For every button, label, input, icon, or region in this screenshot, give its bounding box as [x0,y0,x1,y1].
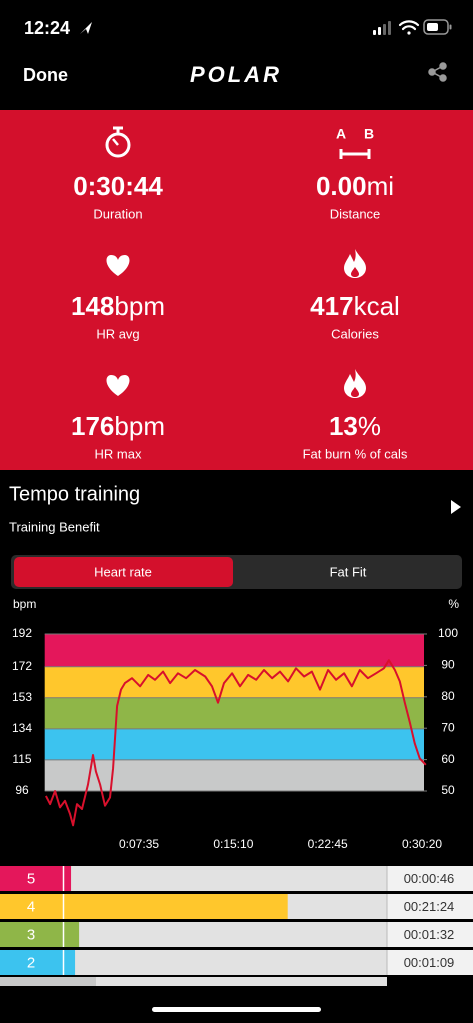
stat-number: 417 [310,291,353,321]
stat-label: HR max [95,446,142,461]
zone-bar [0,922,80,947]
zone-number: 3 [27,926,35,943]
zone-band [44,759,424,791]
heart-icon [106,255,130,276]
share-button[interactable] [428,62,447,82]
zone-band [44,666,424,698]
x-tick-label: 0:07:35 [119,837,159,851]
y2-tick-label: 50 [441,783,455,797]
y2-tick-label: 70 [441,720,455,734]
zone-duration: 00:00:46 [404,871,455,886]
stat-unit: bpm [114,291,165,321]
stopwatch-icon [105,126,131,158]
stat-number: 148 [71,291,114,321]
zone-duration: 00:01:32 [404,927,455,942]
tab[interactable]: Fat Fit [330,564,367,579]
zone-duration: 00:01:09 [404,955,455,970]
y2-tick-label: 90 [441,658,455,672]
stat-number: 176 [71,411,114,441]
stat-unit: kcal [354,291,400,321]
zone-band [44,634,424,667]
y2-tick-label: 100 [438,626,458,640]
zone-row-partial [0,977,387,986]
zone-band [44,728,424,760]
zone-bar [0,950,76,975]
wifi-icon [398,20,420,35]
zone-number: 4 [27,898,35,915]
zone-number: 2 [27,954,35,971]
zone-duration-cell [387,894,473,919]
heart-icon [106,375,130,396]
battery-icon [423,19,452,35]
stat-value: 13% [329,411,381,441]
chart: 96 115 134 153 172 192 50 60 70 80 90 100 0:07:35 0:1… [12,626,458,851]
zone-duration-cell [387,866,473,891]
tab-selected[interactable] [14,557,233,587]
stat-number: 0:30:44 [73,171,163,201]
x-tick-label: 0:22:45 [308,837,348,851]
y2-tick-label: 60 [441,752,455,766]
zone-bar [0,866,72,891]
stat-label: Fat burn % of cals [303,446,408,461]
y-tick-label: 115 [12,752,31,766]
stat-label: HR avg [96,326,139,341]
zone-duration-cell [387,922,473,947]
zone-band [44,697,424,729]
y-tick-label: 96 [15,783,29,797]
stat-number: 0.00 [316,171,367,201]
zone-number: 5 [27,870,35,887]
y-tick-label: 134 [12,721,32,735]
flame-icon [344,369,366,398]
stats-panel [0,110,473,470]
x-tick-label: 0:30:20 [402,837,442,851]
stat-value: 0:30:44 [73,171,163,201]
expand-arrow[interactable] [451,500,461,514]
y-tick-label: 172 [12,659,32,673]
zone-bar [0,894,288,919]
stat-label: Calories [331,326,379,341]
flame-icon [344,249,366,278]
location-icon [80,22,92,34]
stat-value: 176bpm [71,411,165,441]
stat-value: 417kcal [310,291,400,321]
tab[interactable]: Heart rate [94,564,152,579]
stat-unit: bpm [114,411,165,441]
icon-label: B [364,126,374,142]
heart-rate-line [45,659,427,827]
icon-label: A [336,126,346,142]
stat-unit: % [358,411,381,441]
bottom-bar [0,986,473,1023]
stat-number: 13 [329,411,358,441]
workout-title: Tempo training [9,483,140,505]
x-tick-label: 0:15:10 [213,837,253,851]
y-axis-label: bpm [13,597,36,611]
done-button[interactable]: Done [23,65,68,85]
zone-duration: 00:21:24 [404,899,455,914]
signal-icon [373,21,391,35]
polar-logo: POLAR [190,62,282,87]
stat-label: Duration [93,206,142,221]
home-indicator [152,1007,321,1012]
stat-value: 148bpm [71,291,165,321]
y2-tick-label: 80 [441,689,455,703]
stat-label: Distance [330,206,381,221]
y2-axis-label: % [448,597,459,611]
stat-unit: mi [367,171,394,201]
y-tick-label: 192 [12,626,32,640]
workout-subtitle: Training Benefit [9,519,100,534]
zone-duration-cell [387,950,473,975]
zone-table: 5 00:00:46 4 00:21:24 3 00:01:32 2 00:01:09 [0,866,473,975]
stat-value: 0.00mi [316,171,394,201]
y-tick-label: 153 [12,690,32,704]
zone-row-partial [0,977,96,986]
status-time: 12:24 [24,18,70,38]
distance-icon: A B [336,126,374,159]
